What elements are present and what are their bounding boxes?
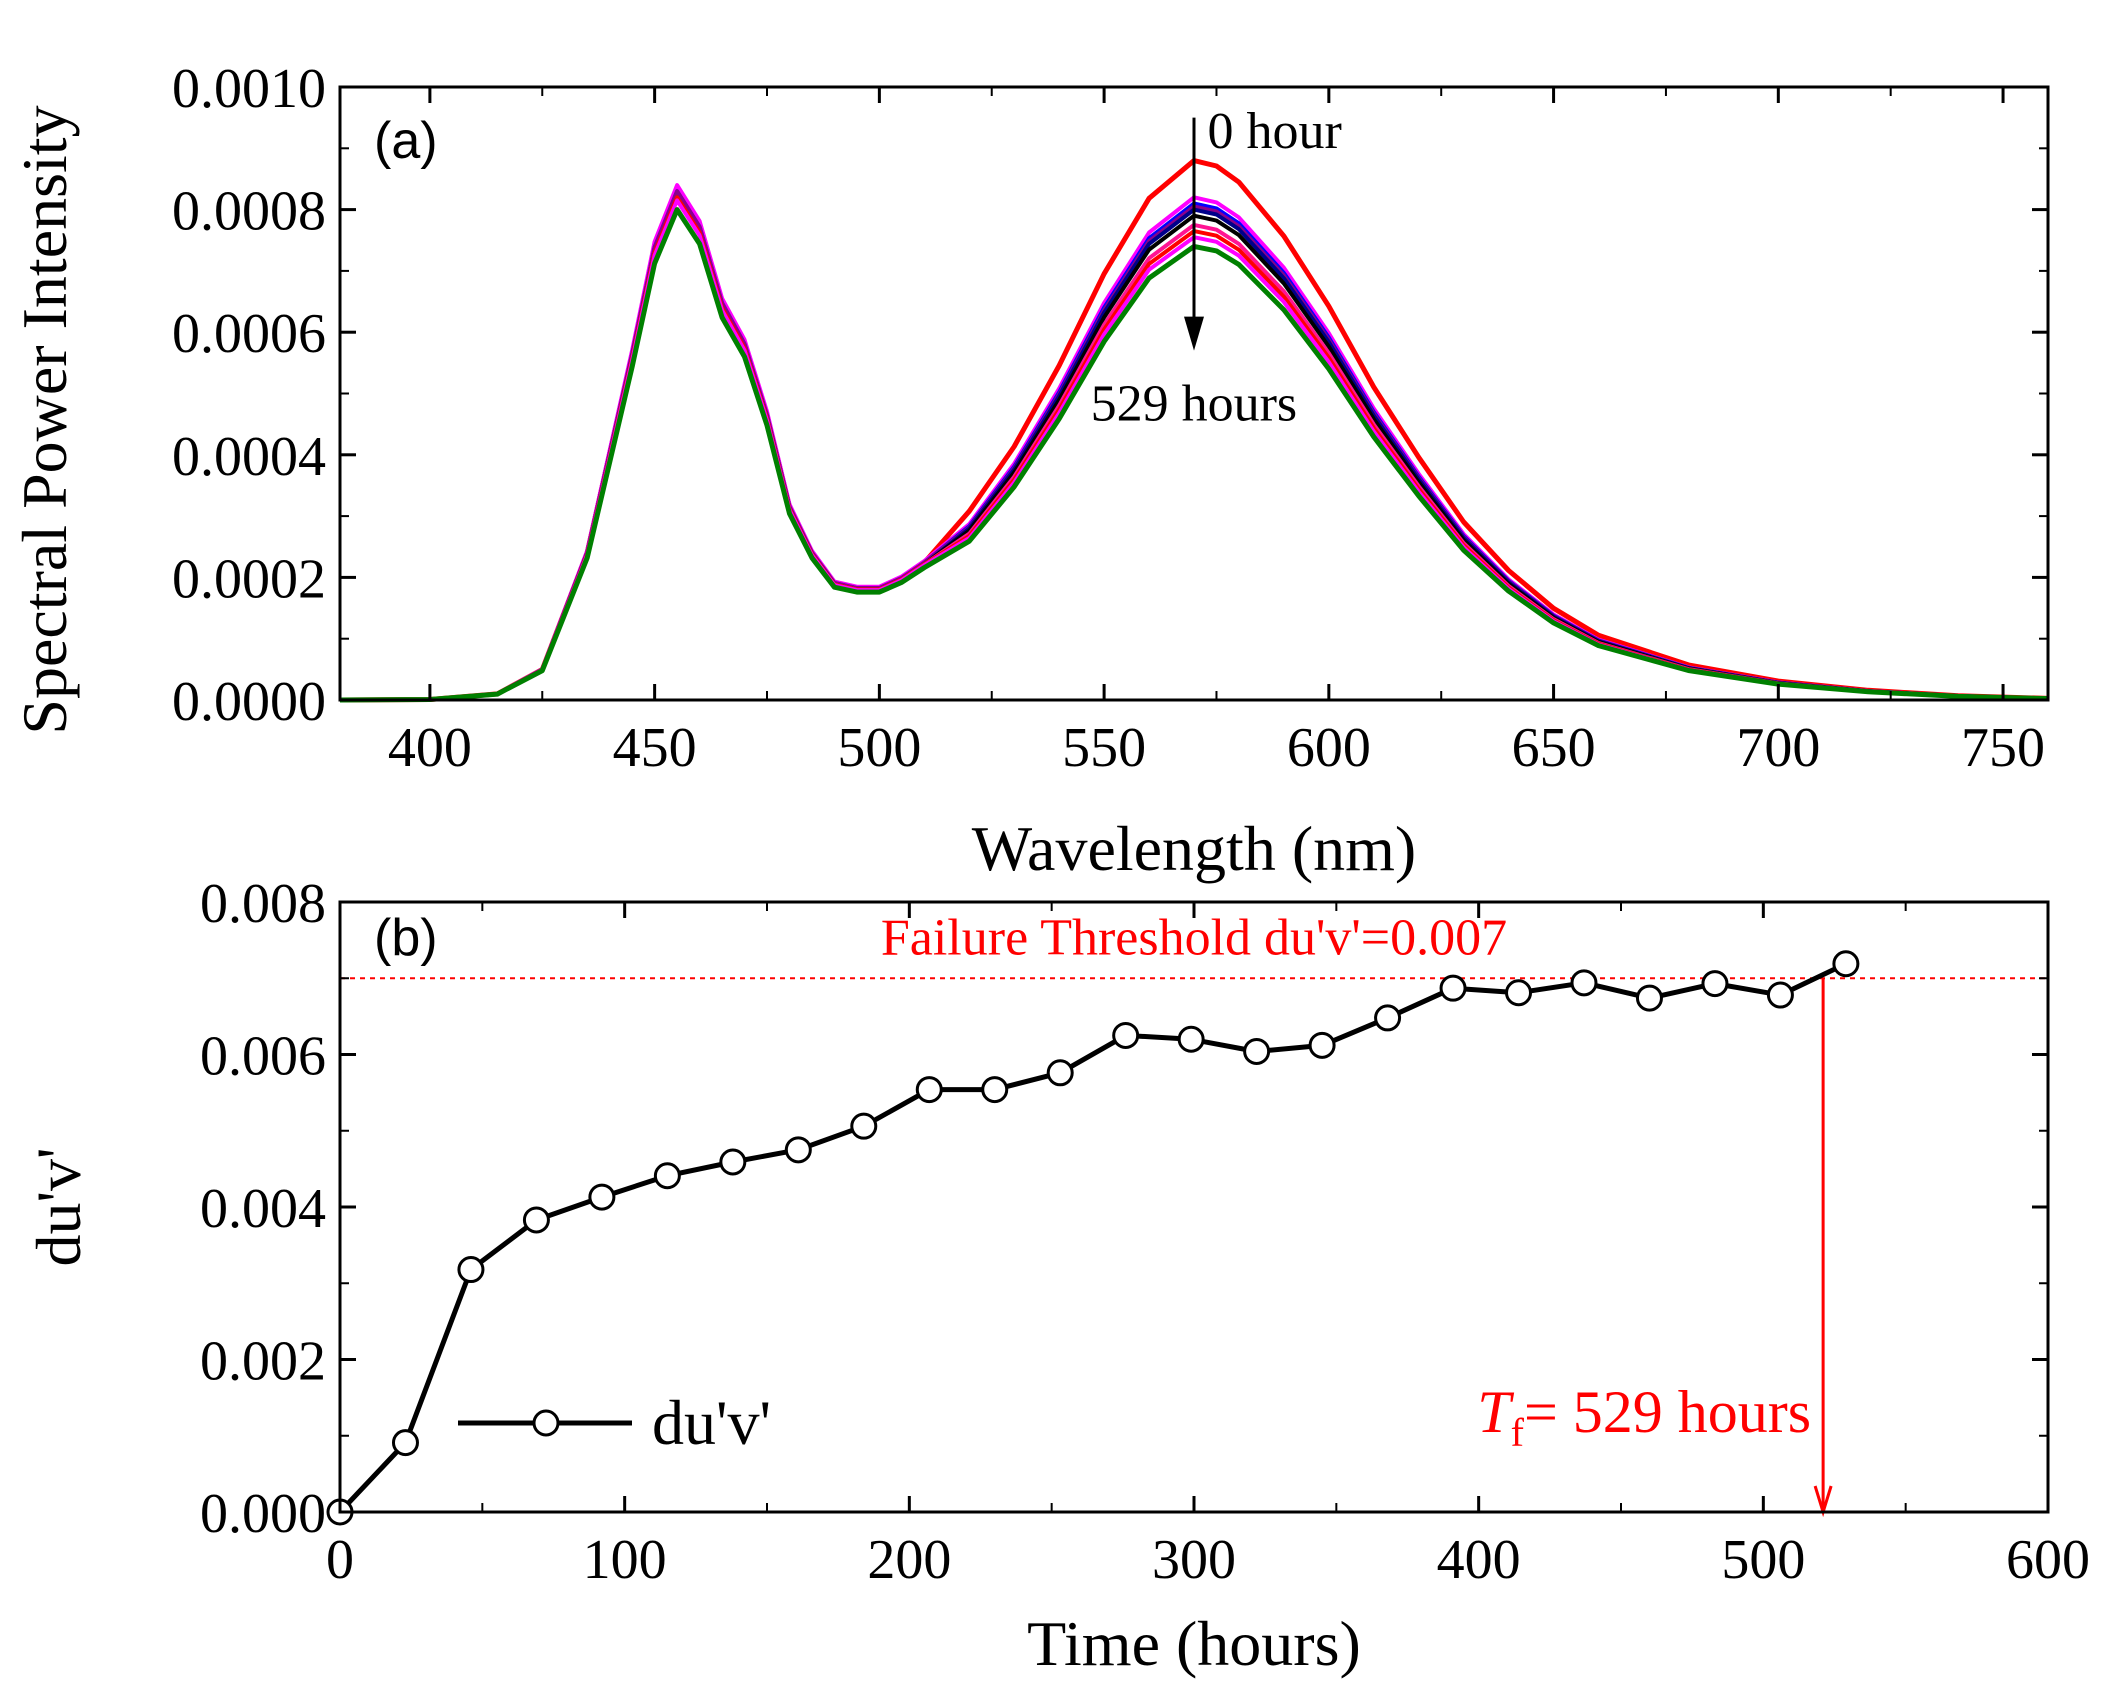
y-tick-labels-a: 0.0000 0.0002 0.0004 0.0006 0.0008 0.0010 <box>172 58 326 733</box>
duv-marker <box>1308 1031 1336 1059</box>
duv-marker <box>1439 974 1467 1002</box>
duv-marker <box>522 1206 550 1234</box>
x-tick-label-b: 600 <box>2006 1529 2090 1591</box>
x-tick-label-a: 650 <box>1512 717 1596 779</box>
ticks-b <box>338 900 2050 1514</box>
x-tick-label-a: 450 <box>613 717 697 779</box>
failure-threshold-label: Failure Threshold du'v'=0.007 <box>881 909 1507 966</box>
x-tick-label-b: 300 <box>1152 1529 1236 1591</box>
panel-a: 0.0000 0.0002 0.0004 0.0006 0.0008 0.0010 400… <box>9 58 2050 884</box>
x-axis-title-a: Wavelength (nm) <box>972 813 1416 884</box>
y-tick-label-a: 0.0010 <box>172 58 326 120</box>
y-tick-label-a: 0.0002 <box>172 548 326 610</box>
duv-marker <box>1243 1037 1271 1065</box>
x-tick-label-a: 700 <box>1736 717 1820 779</box>
legend-label: du'v' <box>652 1387 771 1458</box>
duv-marker <box>981 1076 1009 1104</box>
y-tick-label-b: 0.000 <box>200 1483 326 1545</box>
duv-marker <box>850 1112 878 1140</box>
x-tick-label-b: 400 <box>1437 1529 1521 1591</box>
annotation-0-hour: 0 hour <box>1207 103 1341 160</box>
y-tick-label-a: 0.0006 <box>172 303 326 365</box>
y-tick-label-a: 0.0004 <box>172 426 326 488</box>
panel-b: Failure Threshold du'v'=0.007 Tf= 529 ho… <box>23 873 2090 1679</box>
spectrum-curve-9 <box>339 207 2049 703</box>
x-tick-label-a: 550 <box>1062 717 1146 779</box>
panel-label-b: (b) <box>374 909 438 967</box>
duv-marker <box>1505 979 1533 1007</box>
failure-label-rest: = 529 hours <box>1524 1379 1811 1445</box>
duv-marker <box>457 1256 485 1284</box>
duv-marker <box>784 1136 812 1164</box>
x-tick-label-a: 750 <box>1961 717 2045 779</box>
x-tick-labels-a: 400 450 500 550 600 650 700 750 <box>388 717 2045 779</box>
duv-marker <box>1374 1004 1402 1032</box>
x-tick-label-b: 500 <box>1721 1529 1805 1591</box>
x-tick-label-a: 600 <box>1287 717 1371 779</box>
spectral-curves <box>339 158 2049 703</box>
duv-marker <box>1177 1025 1205 1053</box>
duv-marker <box>1635 984 1663 1012</box>
y-tick-label-a: 0.0000 <box>172 671 326 733</box>
y-axis-title-a: Spectral Power Intensity <box>9 105 80 734</box>
x-tick-label-b: 0 <box>326 1529 354 1591</box>
x-axis-title-b: Time (hours) <box>1027 1608 1361 1679</box>
x-tick-labels-b: 0 100 200 300 400 500 600 <box>326 1529 2090 1591</box>
x-tick-label-a: 400 <box>388 717 472 779</box>
duv-marker <box>1766 981 1794 1009</box>
x-tick-label-b: 100 <box>583 1529 667 1591</box>
x-tick-label-a: 500 <box>837 717 921 779</box>
arrow-head <box>1184 316 1204 351</box>
duv-marker <box>391 1429 419 1457</box>
failure-time-marker <box>1813 978 1833 1518</box>
y-tick-label-a: 0.0008 <box>172 181 326 243</box>
duv-marker <box>1046 1059 1074 1087</box>
duv-marker <box>653 1162 681 1190</box>
y-tick-label-b: 0.004 <box>200 1178 326 1240</box>
y-tick-labels-b: 0.000 0.002 0.004 0.006 0.008 <box>200 873 326 1545</box>
duv-marker <box>1112 1021 1140 1049</box>
legend-marker <box>532 1409 560 1437</box>
failure-label-sub: f <box>1511 1410 1525 1455</box>
y-tick-label-b: 0.006 <box>200 1026 326 1088</box>
y-tick-label-b: 0.002 <box>200 1331 326 1393</box>
legend: du'v' <box>458 1387 771 1458</box>
degradation-arrow <box>1184 117 1204 351</box>
duv-marker <box>1570 969 1598 997</box>
duv-marker <box>1832 950 1860 978</box>
duv-marker <box>588 1183 616 1211</box>
ticks-a <box>340 85 2048 702</box>
annotation-529-hours: 529 hours <box>1091 376 1298 433</box>
duv-marker <box>915 1076 943 1104</box>
x-tick-label-b: 200 <box>867 1529 951 1591</box>
duv-series <box>326 950 1860 1526</box>
failure-label-t: T <box>1477 1379 1514 1445</box>
duv-marker <box>719 1148 747 1176</box>
y-tick-label-b: 0.008 <box>200 873 326 935</box>
panel-label-a: (a) <box>374 112 438 170</box>
y-axis-title-b: du'v' <box>23 1147 94 1266</box>
failure-time-label: Tf= 529 hours <box>1477 1379 1811 1455</box>
duv-marker <box>1701 970 1729 998</box>
